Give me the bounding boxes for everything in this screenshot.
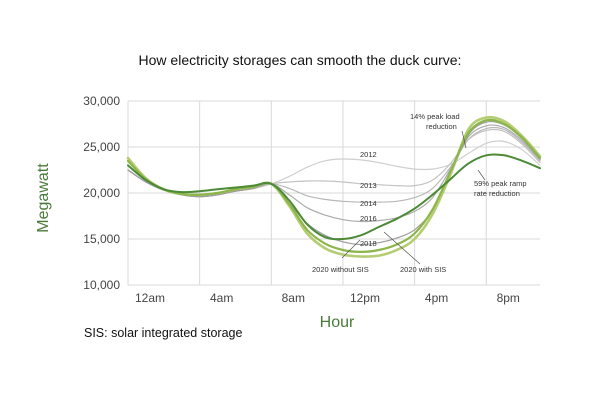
y-tick-label: 15,000 [83, 232, 120, 246]
y-tick-label: 10,000 [83, 278, 120, 292]
peak-load-note-line2: reduction [426, 122, 457, 131]
pointer-ramp [477, 169, 486, 181]
series-line-2020-with-sis [126, 118, 542, 253]
x-tick-label: 12pm [350, 291, 380, 305]
series-line-2016 [127, 124, 541, 223]
series-layer [126, 115, 542, 258]
pointer-without-sis [341, 239, 361, 259]
y-tick-label: 25,000 [83, 140, 120, 154]
ramp-note-line1: 59% peak ramp [474, 179, 527, 188]
pointer-with-sis [383, 231, 421, 265]
x-tick-label: 8am [282, 291, 305, 305]
y-tick-label: 20,000 [83, 186, 120, 200]
x-axis-label: Hour [320, 314, 355, 331]
x-tick-label: 4am [210, 291, 233, 305]
y-axis-label: Megawatt [35, 163, 52, 233]
label-2020-without-sis: 2020 without SIS [312, 265, 369, 274]
pointer-peak-load [461, 130, 467, 149]
annotations: 2012 2013 2014 2016 2018 2020 without SI… [312, 112, 527, 274]
page-title: How electricity storages can smooth the … [138, 52, 462, 68]
chart-axes: 10,000 15,000 20,000 25,000 30,000 12am 4am 8am… [83, 94, 520, 305]
x-tick-label: 4pm [425, 291, 448, 305]
label-2013: 2013 [360, 181, 377, 190]
label-2018: 2018 [360, 239, 377, 248]
peak-load-note-line1: 14% peak load [410, 112, 460, 121]
footnote: SIS: solar integrated storage [84, 326, 243, 340]
label-2014: 2014 [360, 199, 377, 208]
label-2012: 2012 [360, 150, 377, 159]
label-2020-with-sis: 2020 with SIS [400, 265, 446, 274]
y-tick-label: 30,000 [83, 94, 120, 108]
x-tick-label: 12am [135, 291, 165, 305]
x-tick-label: 8pm [497, 291, 520, 305]
ramp-note-line2: rate reduction [474, 189, 520, 198]
label-2016: 2016 [360, 214, 377, 223]
series-line-unlabeled-7 [127, 153, 541, 241]
